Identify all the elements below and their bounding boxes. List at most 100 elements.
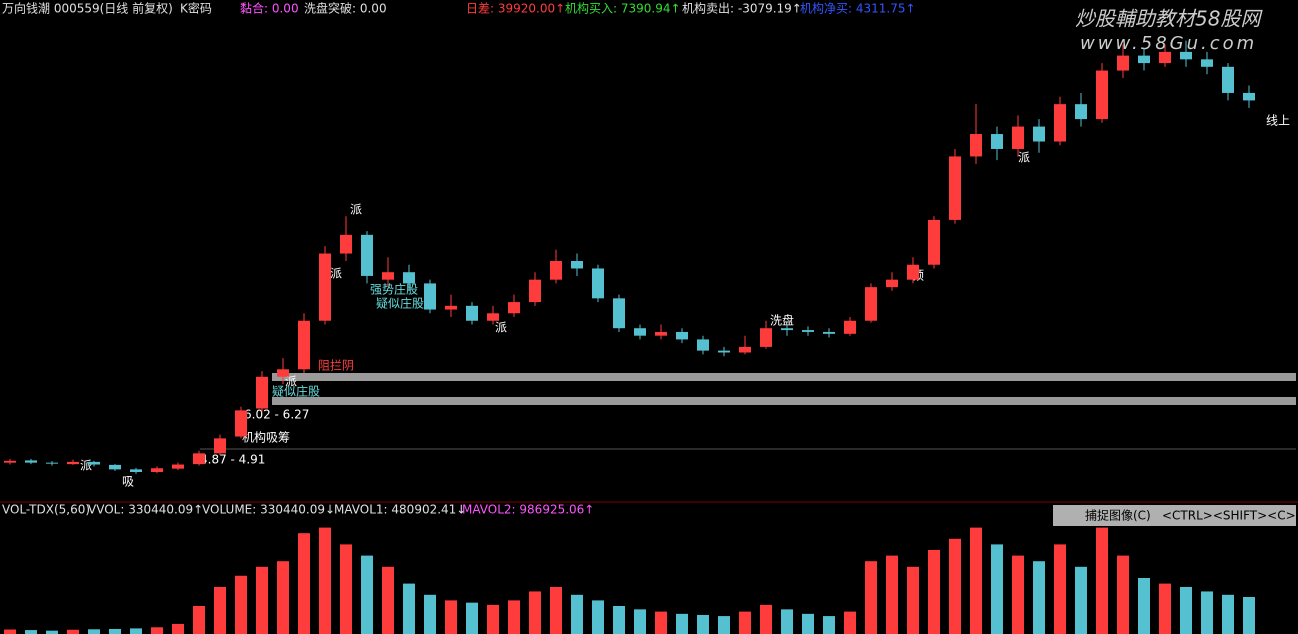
candle-body (382, 272, 394, 280)
volume-bar (1222, 594, 1234, 634)
candle-body (130, 469, 142, 472)
volume-bar (109, 628, 121, 634)
volume-bar (634, 609, 646, 634)
volume-bar (382, 566, 394, 634)
annotation: 派 (285, 375, 297, 389)
volume-bar (571, 594, 583, 634)
candle-body (802, 330, 814, 332)
volume-bar (25, 630, 37, 634)
candle-body (508, 302, 520, 314)
annotation: 派 (330, 267, 342, 281)
volume-bar (319, 527, 331, 634)
candle-body (907, 264, 919, 280)
candle-body (844, 320, 856, 334)
volume-bar (424, 594, 436, 634)
volume-bar (781, 609, 793, 634)
stock-title: 万向钱潮 000559(日线 前复权) (2, 1, 173, 16)
candle-body (928, 219, 940, 265)
annotation: 派 (1018, 151, 1030, 165)
zone-band (272, 397, 1296, 405)
capture-button-label[interactable]: 捕捉图像(C) (1085, 508, 1151, 523)
candle-body (781, 328, 793, 331)
volume-bar (1012, 555, 1024, 634)
candle-body (25, 460, 37, 463)
volume-bar (949, 538, 961, 634)
candle-body (1243, 92, 1255, 101)
candle-body (823, 331, 835, 334)
candle-body (949, 156, 961, 220)
candle-body (319, 253, 331, 321)
volume-bar (865, 561, 877, 634)
candle-body (487, 313, 499, 321)
annotation: 机构吸筹 (242, 430, 290, 445)
volume-bar (844, 611, 856, 634)
volume-bar (445, 600, 457, 634)
candle-body (424, 283, 436, 310)
volume-bar (1138, 578, 1150, 634)
volume-bar (1096, 527, 1108, 634)
volume-bar (4, 629, 16, 634)
candle-body (1096, 70, 1108, 120)
volume-bar (193, 606, 205, 634)
candle-body (466, 305, 478, 321)
candle-body (991, 134, 1003, 149)
candle-body (214, 438, 226, 454)
volume-bar (487, 604, 499, 634)
volume-bar (991, 544, 1003, 634)
candle-body (592, 268, 604, 299)
volume-bar (67, 629, 79, 634)
volume-bar (970, 527, 982, 634)
annotation: 线上 (1266, 114, 1290, 128)
candle-body (1159, 51, 1171, 64)
volume-label: VVOL: 330440.09↑ (88, 503, 203, 517)
header-item: K密码 (180, 1, 212, 16)
candle-body (403, 272, 415, 284)
volume-bar (928, 550, 940, 634)
header-item: 机构净买: 4311.75↑ (800, 1, 916, 16)
volume-bar (529, 591, 541, 634)
candle-body (760, 328, 772, 347)
volume-label: VOLUME: 330440.09↓ (202, 503, 335, 517)
candle-body (529, 279, 541, 303)
candle-body (676, 331, 688, 340)
volume-bar (718, 616, 730, 634)
watermark: 炒股輔助教材58股网 (1075, 7, 1263, 31)
candle-body (298, 320, 310, 370)
annotation: 疑似庄股 (272, 384, 320, 399)
header-item: 机构买入: 7390.94↑ (565, 1, 681, 16)
volume-bar (88, 629, 100, 634)
candle-body (739, 346, 751, 353)
shortcut-label: <CTRL><SHIFT><C> (1162, 509, 1296, 523)
annotation: 4.87 - 4.91 (200, 453, 265, 467)
volume-bar (340, 544, 352, 634)
candle-body (1033, 126, 1045, 142)
header-item: 机构卖出: -3079.19↑ (682, 1, 802, 16)
annotation: 洗盘 (770, 313, 794, 328)
volume-bar (760, 604, 772, 634)
candle-body (1075, 104, 1087, 120)
candle-body (277, 369, 289, 377)
annotation: 6.02 - 6.27 (244, 408, 309, 422)
candle-body (109, 464, 121, 470)
candle-body (1222, 66, 1234, 93)
volume-bar (361, 555, 373, 634)
candle-body (151, 468, 163, 472)
annotations: 派 派 派 派 派 派 吸 机构吸筹 4.87 - 4.91 6.02 - 6.… (80, 114, 1290, 489)
candle-body (1012, 126, 1024, 149)
volume-bar (1075, 566, 1087, 634)
candle-body (718, 350, 730, 353)
candle-body (193, 453, 205, 465)
volume-bar (1117, 555, 1129, 634)
annotation: 强势庄股 (370, 282, 418, 297)
volume-label: MAVOL2: 986925.06↑ (462, 503, 594, 517)
candle-body (235, 410, 247, 437)
volume-bar (739, 611, 751, 634)
candle-body (655, 331, 667, 336)
candle-body (88, 461, 100, 465)
capture-button[interactable] (1053, 505, 1296, 526)
candle-body (970, 134, 982, 157)
volume-label: VOL-TDX(5,60) (2, 503, 90, 517)
annotation: 派 (350, 203, 362, 217)
